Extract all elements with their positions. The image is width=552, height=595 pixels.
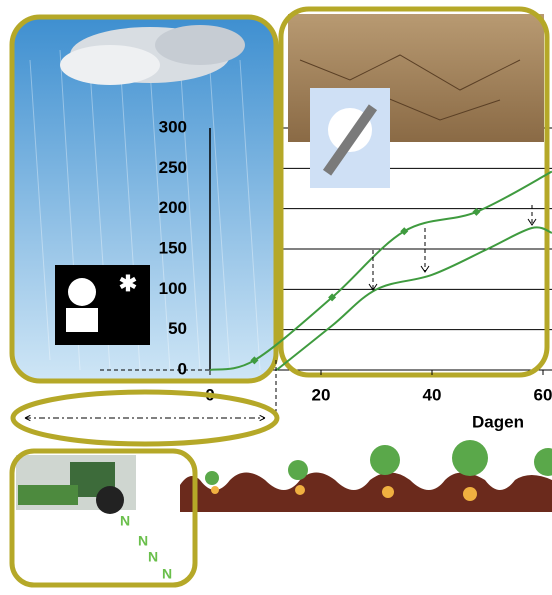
nitrogen-label: N (120, 513, 130, 529)
chart: ✱ 0501001502002503000204060Dagen NNNN (0, 0, 552, 590)
y-tick-label: 100 (159, 279, 187, 298)
x-axis-label: Dagen (472, 412, 524, 431)
nitrogen-label: N (162, 566, 172, 582)
plant-row (180, 440, 552, 512)
x-tick-label: 40 (423, 385, 442, 404)
x-tick-label: 20 (312, 385, 331, 404)
svg-text:✱: ✱ (119, 271, 137, 296)
rain-picture: ✱ (12, 17, 276, 381)
y-tick-label: 200 (159, 198, 187, 217)
double-arrow (25, 414, 265, 422)
nitrogen-label: N (138, 533, 148, 549)
y-tick-label: 300 (159, 117, 187, 136)
y-tick-label: 50 (168, 319, 187, 338)
soil-picture (288, 14, 544, 188)
tractor-picture (16, 455, 136, 514)
y-tick-label: 150 (159, 238, 187, 257)
y-tick-label: 0 (178, 359, 187, 378)
y-tick-label: 250 (159, 158, 187, 177)
x-tick-label: 60 (534, 385, 552, 404)
nitrogen-label: N (148, 549, 158, 565)
